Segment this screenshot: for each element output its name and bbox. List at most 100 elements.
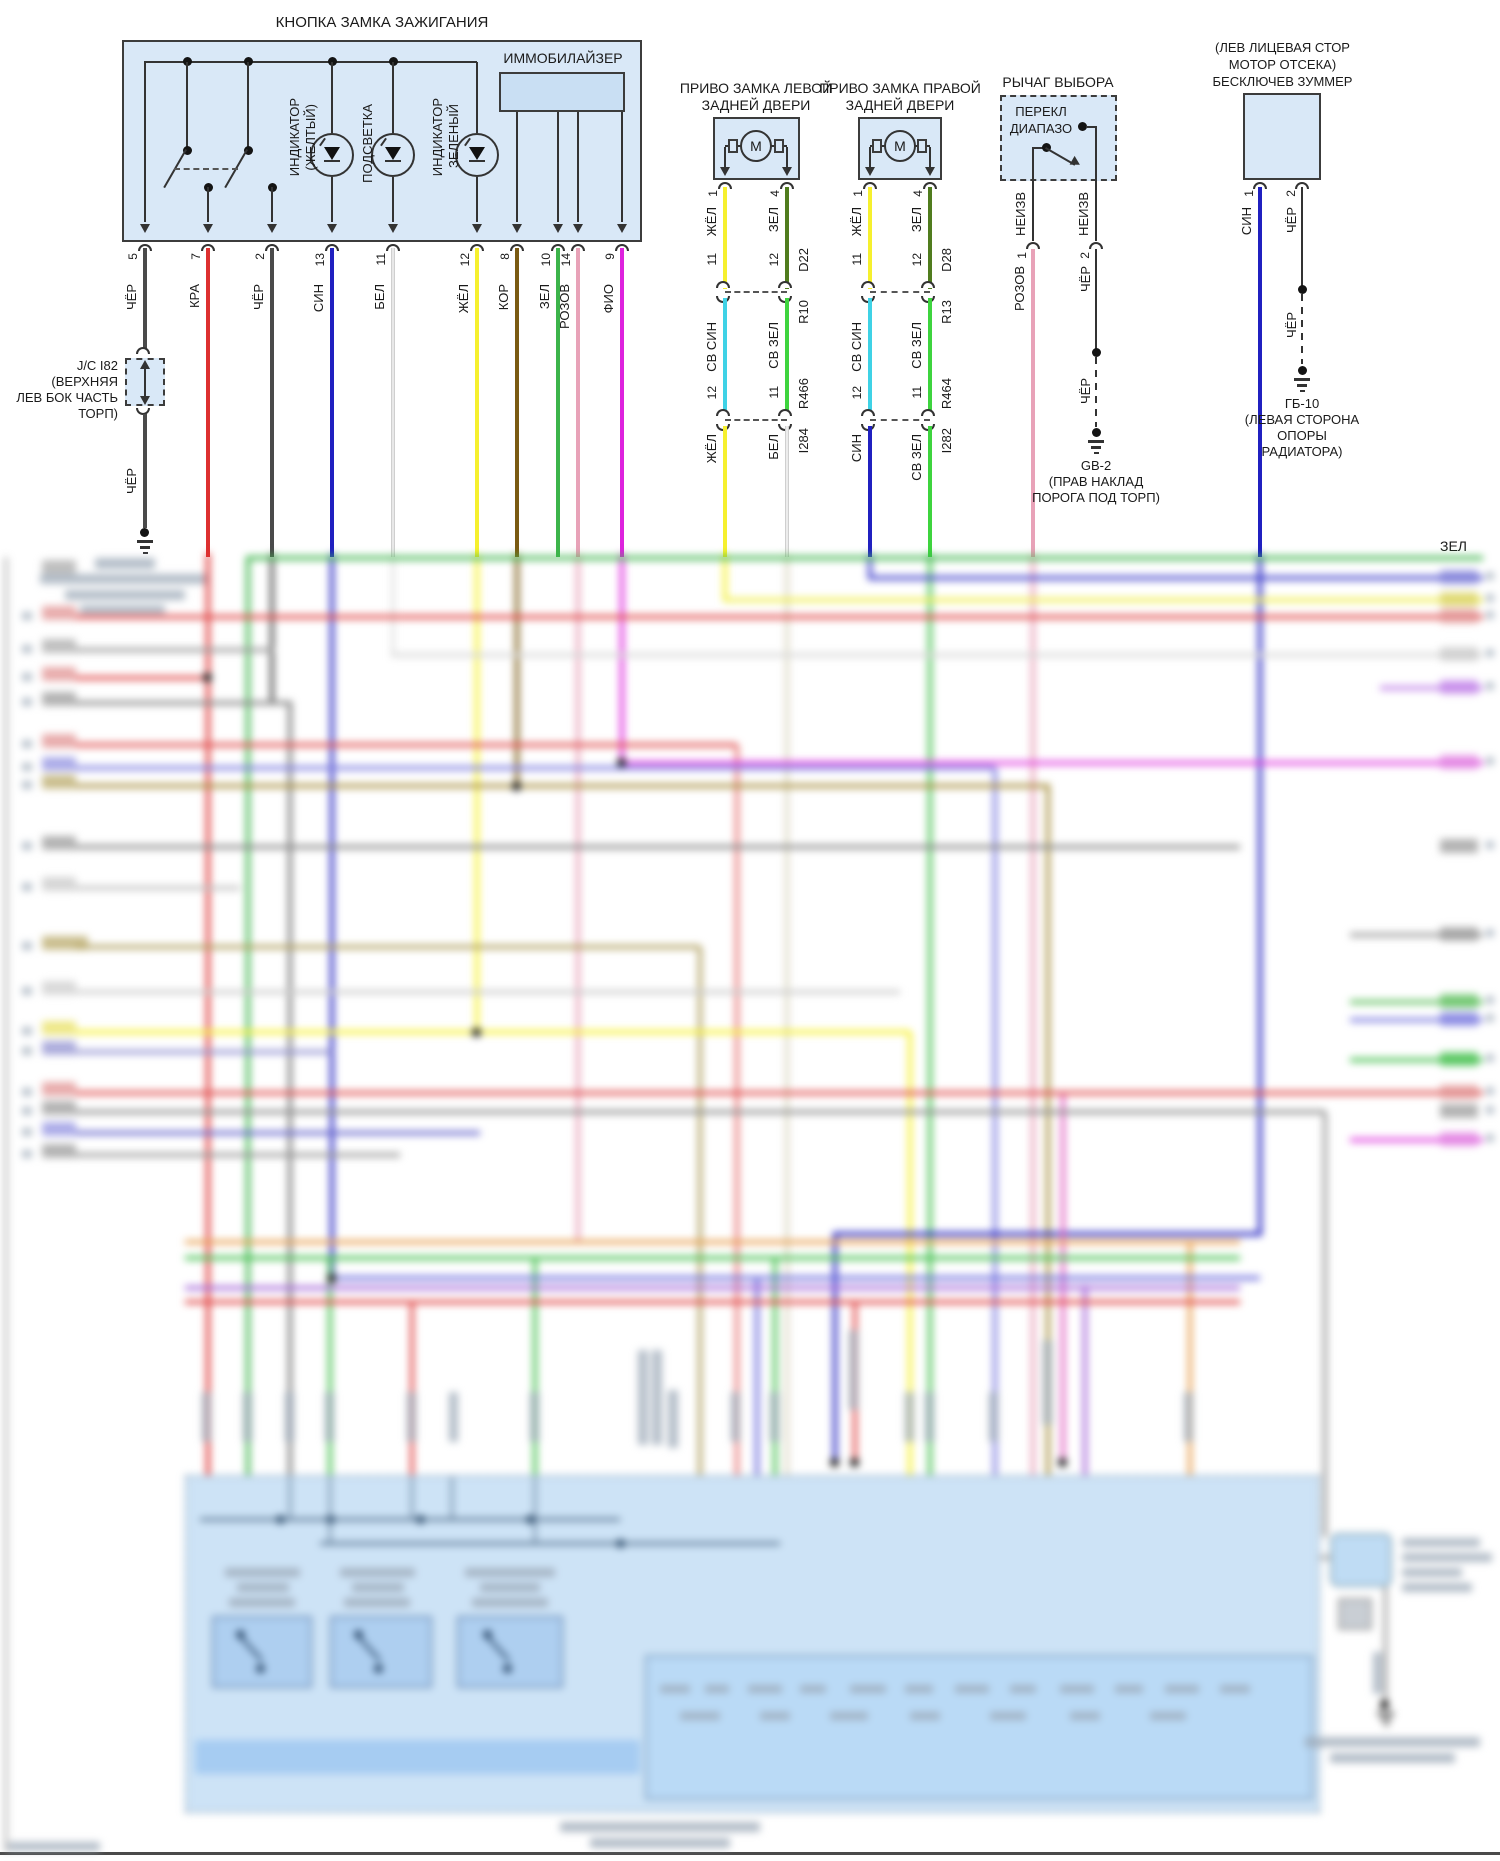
pin-tick bbox=[1486, 611, 1494, 619]
connector-arc bbox=[716, 281, 730, 288]
arrow-down bbox=[327, 224, 337, 233]
wire bbox=[288, 701, 292, 1478]
pin-tick bbox=[22, 698, 32, 706]
ground-location-2: ОПОРЫ bbox=[1277, 428, 1327, 443]
wire bbox=[868, 576, 1483, 580]
connector-dashed-line bbox=[870, 291, 930, 293]
ignition-block-title: КНОПКА ЗАМКА ЗАЖИГАНИЯ bbox=[275, 14, 489, 31]
diode-glyph bbox=[385, 147, 401, 160]
buzzer-title-3: БЕСКЛЮЧЕВ ЗУММЕР bbox=[1212, 74, 1353, 89]
ground-bar bbox=[1300, 390, 1305, 392]
blurred-text bbox=[680, 1712, 720, 1720]
small-grey-box bbox=[1338, 1598, 1372, 1630]
blurred-rotated-label bbox=[202, 1392, 211, 1442]
wire-label-chip bbox=[1440, 839, 1478, 853]
right-edge-wire-label: ЗЕЛ bbox=[1440, 538, 1467, 554]
wire-zel-dark bbox=[785, 187, 789, 289]
wire-label-chip bbox=[42, 981, 76, 995]
wire bbox=[75, 845, 1240, 849]
wire-segment bbox=[1320, 1556, 1330, 1559]
motor-symbol: М bbox=[884, 130, 916, 162]
blurred-rotated-label bbox=[407, 1392, 416, 1442]
wire-label-chip bbox=[1440, 1012, 1478, 1026]
blurred-text bbox=[1402, 1583, 1472, 1592]
wire bbox=[206, 553, 210, 1478]
relay-box bbox=[330, 1616, 432, 1688]
wire-segment bbox=[331, 62, 333, 133]
relay-dot bbox=[236, 1630, 245, 1639]
arrow-down bbox=[617, 224, 627, 233]
wire-cher-dashed bbox=[1095, 357, 1097, 427]
blurred-text bbox=[760, 1712, 790, 1720]
junction-dot bbox=[472, 1028, 481, 1037]
blurred-rotated-label bbox=[925, 1392, 934, 1442]
pin-tick bbox=[22, 987, 32, 995]
junction-dot bbox=[416, 1515, 425, 1524]
blurred-text bbox=[472, 1598, 548, 1607]
diode-bar bbox=[324, 160, 340, 162]
switch-link-dashed bbox=[174, 168, 238, 170]
wire bbox=[833, 1232, 1262, 1236]
arrow-down bbox=[573, 224, 583, 233]
wire bbox=[75, 1153, 400, 1157]
immobilizer-box bbox=[499, 72, 625, 112]
blurred-text bbox=[352, 1583, 404, 1592]
buzzer-title-2: МОТОР ОТСЕКА) bbox=[1228, 57, 1337, 72]
ground-name: ГБ-10 bbox=[1284, 396, 1320, 411]
junction-dot bbox=[617, 758, 626, 767]
junction-dot bbox=[276, 1515, 285, 1524]
connector-arc bbox=[138, 244, 152, 251]
blurred-text bbox=[955, 1685, 989, 1693]
connector-arc bbox=[861, 409, 875, 416]
connector-arc bbox=[615, 244, 629, 251]
connector-arc bbox=[1253, 182, 1267, 189]
blurred-text bbox=[1060, 1685, 1094, 1693]
blurred-text bbox=[340, 1568, 415, 1577]
wire-cher-5 bbox=[143, 248, 147, 350]
blurred-rotated-label bbox=[731, 1392, 740, 1442]
wire-cher-to-ground bbox=[143, 414, 147, 528]
wire bbox=[185, 1286, 1240, 1290]
pin-tick bbox=[1486, 1014, 1494, 1022]
blurred-rotated-label bbox=[849, 1330, 858, 1410]
wire-segment bbox=[186, 62, 188, 150]
pin-tick bbox=[1486, 649, 1494, 657]
ground-bar bbox=[1091, 446, 1101, 449]
wire bbox=[698, 947, 702, 1477]
blurred-text bbox=[850, 1685, 886, 1693]
jc-label: J/C I82 (ВЕРХНЯЯ ЛЕВ БОК ЧАСТЬ ТОРП) bbox=[0, 358, 118, 422]
wire bbox=[868, 553, 872, 580]
pin-tick bbox=[1486, 1054, 1494, 1062]
wire bbox=[515, 553, 519, 788]
wire-label-chip bbox=[42, 606, 76, 620]
wire bbox=[75, 990, 900, 994]
pin-tick bbox=[22, 1047, 32, 1055]
blurred-text bbox=[1010, 1685, 1036, 1693]
left-actuator-title-1: ПРИВО ЗАМКА ЛЕВОЙ bbox=[679, 80, 833, 96]
diode-bar bbox=[469, 160, 485, 162]
wire bbox=[533, 1258, 537, 1477]
junction-dot bbox=[1092, 348, 1101, 357]
pin-tick bbox=[22, 1128, 32, 1136]
wire bbox=[410, 1302, 414, 1477]
wire-label-chip bbox=[42, 560, 76, 574]
led-symbol-green bbox=[455, 133, 499, 177]
jc-loc1: (ВЕРХНЯЯ bbox=[51, 374, 118, 389]
wire-label-chip bbox=[42, 1144, 76, 1158]
arrow-down bbox=[865, 167, 875, 176]
wire-segment bbox=[476, 177, 478, 222]
junction-dot bbox=[850, 1458, 859, 1467]
connector-arc bbox=[470, 244, 484, 251]
wire-segment bbox=[724, 147, 726, 169]
wire-label-chip bbox=[42, 1041, 76, 1055]
diode-glyph bbox=[469, 147, 485, 160]
wire-sv-sin bbox=[723, 298, 727, 412]
selector-title: РЫЧАГ ВЫБОРА bbox=[1002, 74, 1114, 90]
ground-dot bbox=[140, 528, 149, 537]
connector-arc bbox=[923, 182, 937, 189]
ground-bar bbox=[1094, 452, 1099, 454]
blurred-text bbox=[748, 1685, 782, 1693]
wire bbox=[620, 761, 1483, 765]
arrow-down bbox=[720, 167, 730, 176]
blurred-text bbox=[830, 1712, 868, 1720]
